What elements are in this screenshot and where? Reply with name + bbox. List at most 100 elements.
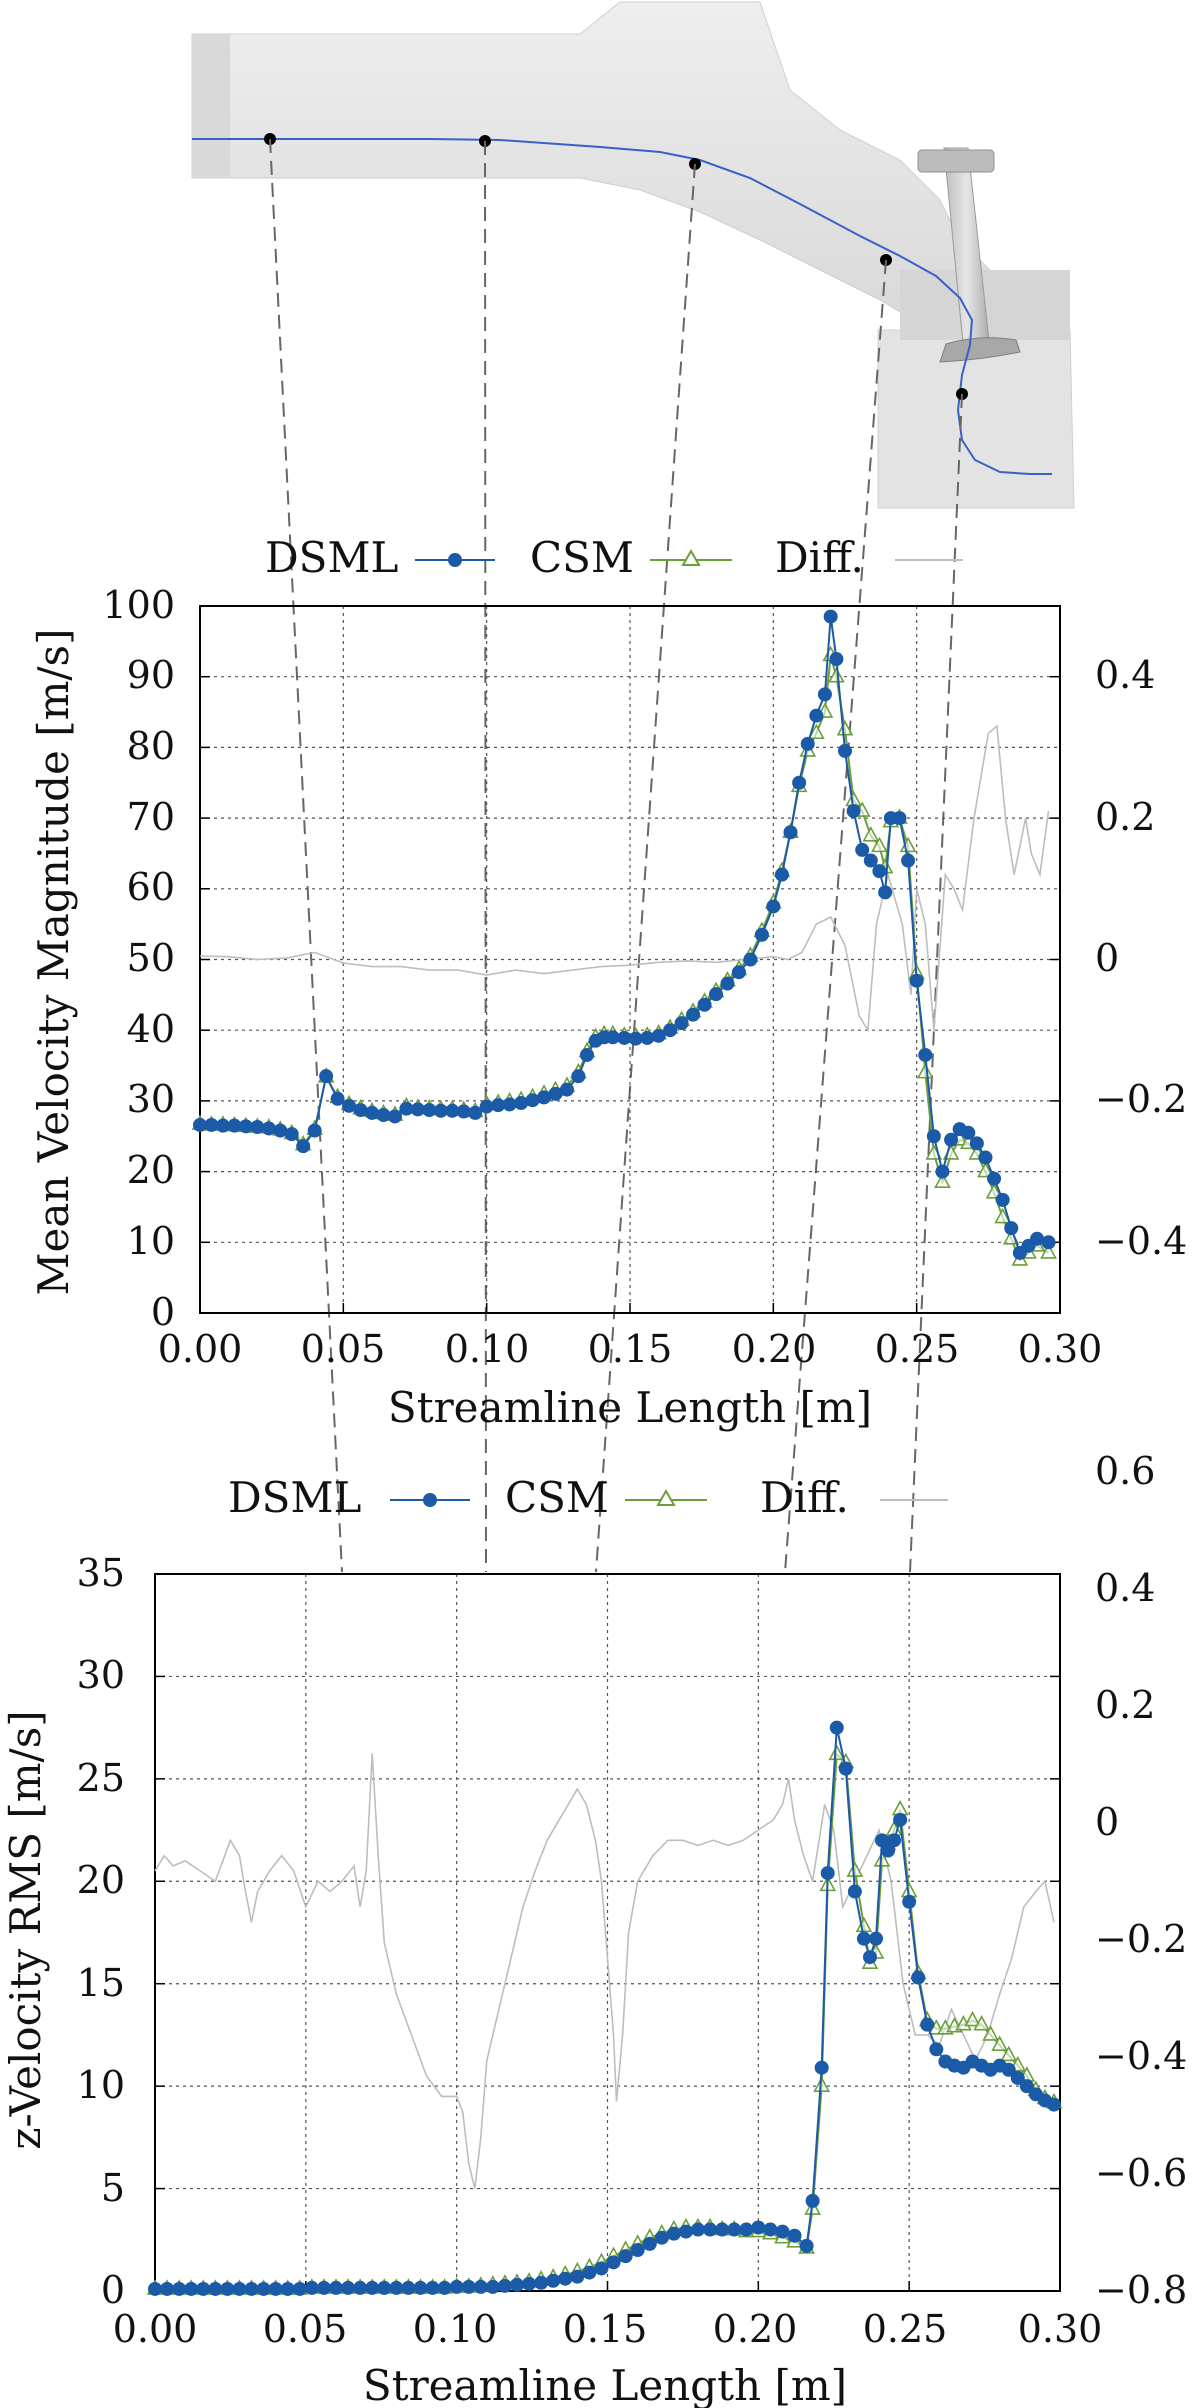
data-point-dsml (727, 2222, 742, 2237)
x-tick-label: 0.25 (863, 2307, 948, 2351)
data-point-dsml (766, 899, 781, 914)
data-point-dsml (341, 2280, 356, 2295)
data-point-dsml (893, 1812, 908, 1827)
data-point-dsml (929, 2042, 944, 2057)
data-point-csm (846, 1861, 864, 1877)
data-point-dsml (580, 1047, 594, 1062)
data-point-dsml (630, 2243, 645, 2258)
data-point-dsml (787, 2228, 802, 2243)
data-point-dsml (548, 1086, 563, 1101)
data-point-dsml (525, 1093, 540, 1108)
data-point-dsml (215, 1118, 230, 1133)
valve-guide-top (917, 149, 995, 173)
data-point-dsml (387, 1109, 402, 1124)
data-point-dsml (461, 2279, 476, 2294)
data-point-dsml (184, 2281, 199, 2296)
data-point-dsml (909, 973, 924, 988)
leader-lines (269, 138, 963, 1573)
data-point-dsml (618, 2249, 633, 2264)
data-point-dsml (805, 2193, 820, 2208)
y-tick-label: 35 (77, 1551, 125, 1595)
data-point-csm (871, 836, 888, 853)
data-point-dsml (232, 2281, 247, 2296)
data-point-dsml (342, 1098, 357, 1113)
data-point-dsml (376, 1108, 391, 1123)
x-tick-label: 0.05 (263, 2307, 348, 2351)
y-axis-title: Mean Velocity Magnitude [m/s] (29, 629, 78, 1296)
legend: DSML CSM Diff. (265, 533, 963, 582)
leader-line-3 (595, 163, 696, 1573)
data-point-dsml (926, 1129, 941, 1144)
data-point-dsml (559, 1082, 574, 1097)
data-point-dsml (617, 1030, 632, 1045)
data-point-dsml (582, 2265, 597, 2280)
series-line-csm (155, 1752, 1055, 2290)
y2-tick-label: −0.4 (1095, 1219, 1187, 1263)
data-point-dsml (220, 2281, 235, 2296)
data-point-csm (994, 1207, 1012, 1224)
data-point-dsml (238, 1119, 253, 1134)
data-point-dsml (678, 2224, 693, 2239)
x-tick-label: 0.25 (875, 1327, 960, 1371)
plot-area (146, 1573, 1063, 2296)
data-point-dsml (148, 2281, 162, 2296)
y-tick-label: 10 (127, 1219, 175, 1263)
data-point-dsml (775, 2224, 790, 2239)
data-point-dsml (754, 927, 769, 942)
data-point-dsml (449, 2279, 464, 2294)
y-tick-label: 100 (102, 583, 175, 627)
data-point-csm (828, 1744, 846, 1761)
data-point-dsml (468, 1105, 483, 1120)
data-point-dsml (674, 1016, 689, 1031)
x-tick-label: 0.10 (413, 2307, 498, 2351)
data-point-dsml (799, 2238, 814, 2253)
y2-tick-label: 0 (1095, 936, 1119, 980)
y-tick-label: 0 (101, 2268, 125, 2312)
data-point-dsml (820, 1866, 835, 1881)
data-point-dsml (856, 1931, 871, 1946)
data-point-dsml (862, 1950, 877, 1965)
data-point-dsml (422, 1103, 437, 1118)
inlet-face (192, 34, 230, 178)
data-point-dsml (691, 2222, 705, 2237)
data-point-dsml (570, 2269, 585, 2284)
x-axis-title: Streamline Length [m] (363, 2361, 847, 2408)
data-point-csm (1000, 2045, 1018, 2062)
series-dsml (148, 1720, 1061, 2296)
y-tick-label: 5 (101, 2166, 125, 2210)
data-point-dsml (319, 1069, 334, 1084)
data-point-dsml (456, 1104, 471, 1119)
data-point-dsml (389, 2280, 404, 2295)
data-point-csm (977, 1161, 994, 1178)
data-point-dsml (1046, 2097, 1061, 2112)
data-point-dsml (485, 2279, 500, 2294)
data-point-dsml (731, 965, 746, 980)
data-point-csm (964, 2010, 981, 2027)
y-tick-label: 40 (127, 1007, 175, 1051)
data-point-dsml (642, 2236, 657, 2251)
legend-marker-csm (656, 1488, 676, 1506)
y2-tick-label: 0.6 (1095, 1449, 1155, 1493)
data-point-dsml (256, 2281, 271, 2296)
y-tick-label: 20 (77, 1858, 125, 1902)
data-point-dsml (437, 2280, 452, 2295)
data-point-dsml (978, 1150, 993, 1165)
data-point-dsml (640, 1030, 655, 1045)
data-point-csm (836, 720, 854, 736)
data-point-dsml (868, 1931, 883, 1946)
streamline-path (192, 138, 1052, 475)
y2-tick-label: −0.4 (1095, 2034, 1187, 2078)
data-point-dsml (751, 2220, 766, 2235)
data-point-dsml (353, 2280, 368, 2295)
y2-tick-label: 0.4 (1095, 653, 1155, 697)
data-point-dsml (800, 736, 815, 751)
data-point-csm (862, 826, 880, 842)
data-point-dsml (1004, 1221, 1019, 1236)
data-point-dsml (720, 976, 735, 991)
data-point-dsml (651, 1028, 666, 1043)
y2-tick-label: 0.2 (1095, 795, 1155, 839)
data-point-csm (845, 790, 862, 807)
x-tick-label: 0.15 (588, 1327, 673, 1371)
data-point-dsml (546, 2273, 561, 2288)
